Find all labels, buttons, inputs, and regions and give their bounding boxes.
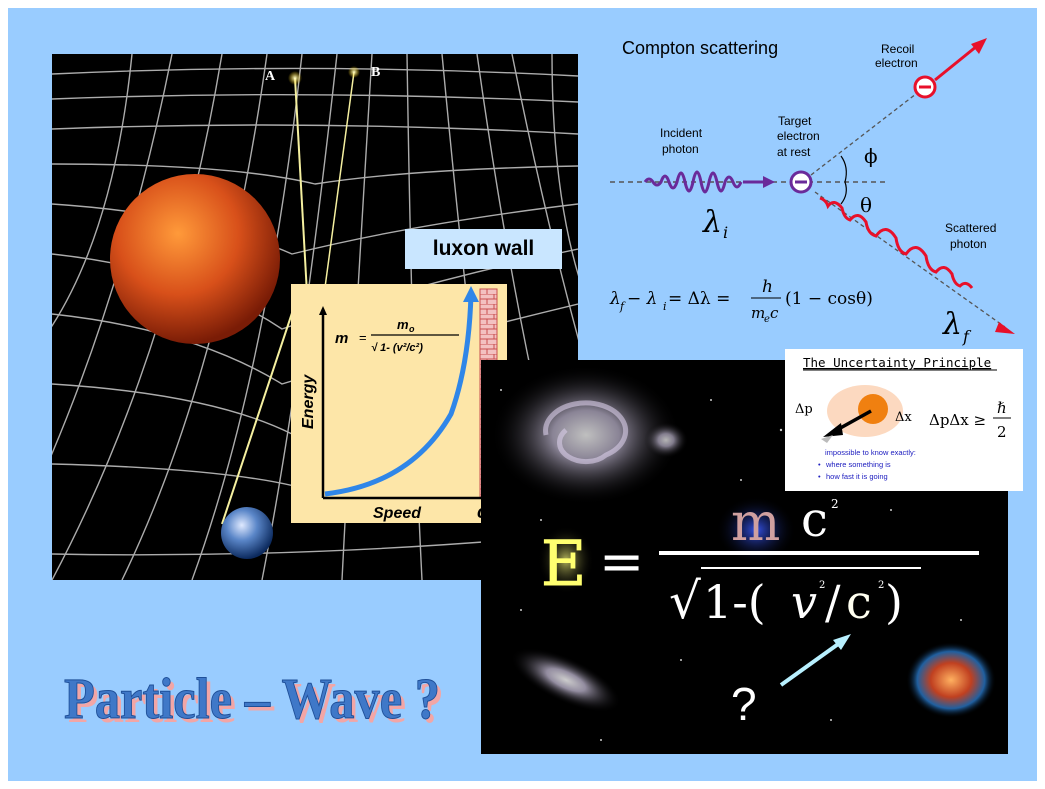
equation-root: √: [669, 572, 701, 630]
luxon-wall-text: luxon wall: [405, 229, 562, 269]
target-label-2: electron: [777, 129, 820, 143]
particle-icon: [858, 394, 888, 424]
phi-symbol: ϕ: [864, 144, 878, 168]
star-b: [348, 66, 360, 78]
incident-label-1: Incident: [660, 126, 703, 140]
star-a-label: A: [265, 69, 276, 84]
uncertainty-formula: ΔpΔx ≥: [929, 411, 986, 429]
lambda-i: λ: [702, 205, 722, 240]
compton-svg: Compton scattering Recoil electron Incid…: [605, 32, 1025, 360]
uncertainty-svg: The Uncertainty Principle Δp Δx ΔpΔx ≥ ℏ…: [785, 349, 1023, 491]
recoil-label-2: electron: [875, 56, 918, 70]
question-mark: ?: [731, 678, 757, 730]
star-a: [288, 71, 302, 85]
scattered-label-1: Scattered: [945, 221, 996, 235]
bullet-1-dot: •: [818, 460, 821, 469]
equation-exp-top: 2: [831, 497, 839, 511]
slide-title: Particle – Wave ? Particle – Wave ?: [58, 640, 458, 740]
delta-x-label: Δx: [895, 410, 912, 425]
uncertainty-principle-panel: The Uncertainty Principle Δp Δx ΔpΔx ≥ ℏ…: [785, 349, 1023, 491]
equation-equals: =: [599, 530, 644, 593]
delta-p-label: Δp: [795, 402, 813, 417]
compton-equation: λ f − λ i = Δλ = h m e c (1 − cosθ): [609, 277, 873, 325]
two-denominator: 2: [997, 423, 1007, 441]
earth-sphere: [221, 507, 273, 559]
svg-text:f: f: [619, 300, 626, 313]
svg-text:i: i: [663, 300, 667, 313]
uncertainty-bullet-1: where something is: [825, 460, 891, 469]
energy-graph-svg: Energy Speed c m = m o √ 1- (v²/c²): [291, 284, 507, 523]
svg-text:= Δλ =: = Δλ =: [668, 289, 730, 309]
equation-slash: /: [825, 575, 841, 629]
equation-c-bottom: c: [846, 575, 872, 629]
svg-text:h: h: [762, 277, 773, 297]
equation-m: m: [731, 493, 780, 553]
equation-one-minus: 1-(: [703, 575, 766, 629]
title-text: Particle – Wave ?: [64, 666, 440, 731]
uncertainty-title: The Uncertainty Principle: [803, 355, 991, 370]
svg-text:c: c: [770, 304, 779, 322]
sun-sphere: [110, 174, 280, 344]
svg-text:(1 − cosθ): (1 − cosθ): [785, 289, 873, 309]
compton-title: Compton scattering: [622, 38, 778, 58]
equation-close: ): [885, 575, 903, 629]
formula-eq: =: [359, 330, 367, 345]
speed-axis-label: Speed: [373, 505, 422, 522]
svg-text:− λ: − λ: [627, 289, 657, 309]
uncertainty-caption: impossible to know exactly:: [825, 448, 916, 457]
lambda-f: λ: [942, 307, 962, 342]
formula-numerator-sub: o: [409, 324, 415, 334]
equation-E: E: [541, 527, 586, 600]
edge-on-galaxy: [502, 635, 629, 726]
incident-label-2: photon: [662, 142, 699, 156]
target-label-3: at rest: [777, 145, 811, 159]
svg-text:λ: λ: [609, 289, 621, 309]
lambda-i-sub: i: [723, 223, 728, 242]
recoil-label-1: Recoil: [881, 42, 914, 56]
formula-m: m: [335, 330, 348, 347]
hbar-symbol: ℏ: [997, 399, 1007, 417]
scattered-label-2: photon: [950, 237, 987, 251]
compton-scattering-diagram: Compton scattering Recoil electron Incid…: [605, 32, 1025, 360]
energy-axis-label: Energy: [300, 374, 317, 429]
formula-denominator: √ 1- (v²/c²): [371, 342, 423, 354]
theta-symbol: θ: [860, 193, 872, 217]
formula-numerator: m: [397, 317, 409, 332]
equation-v: v: [791, 575, 817, 629]
luxon-wall-label: luxon wall: [405, 229, 562, 269]
equation-c-top: c: [801, 492, 828, 548]
lambda-f-sub: f: [962, 327, 972, 346]
energy-speed-graph: Energy Speed c m = m o √ 1- (v²/c²): [291, 284, 507, 523]
crab-nebula: [906, 642, 996, 718]
uncertainty-bullet-2: how fast it is going: [826, 472, 888, 481]
target-label-1: Target: [778, 114, 812, 128]
equation-exp-c: 2: [878, 580, 884, 591]
bullet-2-dot: •: [818, 472, 821, 481]
pointer-arrow: [781, 642, 841, 685]
title-svg: Particle – Wave ? Particle – Wave ?: [58, 640, 458, 740]
star-b-label: B: [371, 65, 380, 80]
incident-photon-wave: [645, 172, 741, 192]
